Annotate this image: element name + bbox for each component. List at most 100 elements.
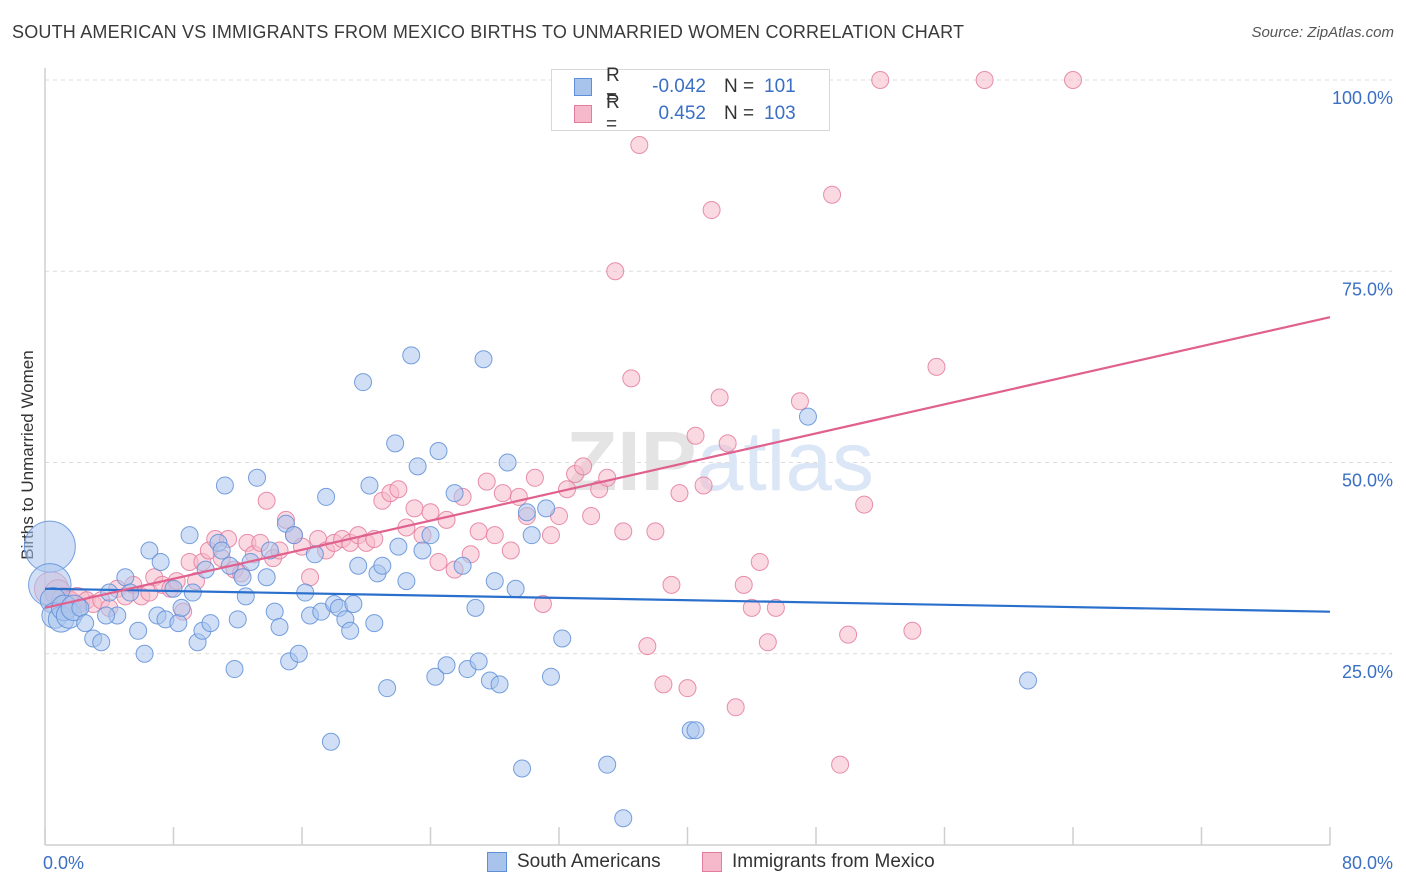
immigrants-from-mexico-point [477, 472, 496, 491]
axis-layer [44, 68, 1331, 846]
south-americans-point [686, 721, 705, 740]
bottom-legend-immigrants-from-mexico: Immigrants from Mexico [702, 851, 935, 873]
immigrants-from-mexico-point [501, 541, 520, 560]
south-americans-trend-line [44, 587, 1331, 613]
immigrants-from-mexico-point [686, 426, 705, 445]
legend-r-label: R = [606, 92, 620, 135]
immigrants-from-mexico-point [405, 499, 424, 518]
immigrants-from-mexico-point [726, 698, 745, 717]
immigrants-from-mexico-point [710, 388, 729, 407]
south-americans-point [212, 541, 231, 560]
south-americans-point [365, 614, 384, 633]
legend-swatch-south-americans [574, 78, 592, 96]
legend-row-south-americans: R = -0.042 N = 101 [574, 65, 796, 108]
south-americans-point [386, 434, 405, 453]
immigrants-from-mexico-point [975, 71, 994, 89]
south-americans-point [215, 476, 234, 495]
immigrants-from-mexico-point [582, 507, 601, 526]
immigrants-from-mexico-point [702, 201, 721, 220]
tick-label-layer: 25.0% 50.0% 75.0% 100.0% 0.0% 80.0% [43, 88, 1393, 873]
immigrants-from-mexico-point [718, 434, 737, 453]
south-americans-point [485, 572, 504, 591]
south-americans-point [169, 614, 188, 633]
south-americans-point [421, 526, 440, 545]
south-americans-point [129, 621, 148, 640]
immigrants-from-mexico-point [790, 392, 809, 411]
immigrants-from-mexico-point [614, 522, 633, 541]
south-americans-point [354, 373, 373, 392]
south-americans-point [389, 537, 408, 556]
south-americans-point [201, 614, 220, 633]
south-americans-point [614, 809, 633, 828]
south-americans-point [349, 556, 368, 575]
immigrants-from-mexico-point [750, 552, 769, 571]
immigrants-from-mexico-point [1064, 71, 1082, 89]
south-americans-point [233, 568, 252, 587]
legend-n-label: N = [724, 76, 755, 97]
immigrants-from-mexico-point [646, 522, 665, 541]
immigrants-from-mexico-point [533, 595, 552, 614]
south-americans-point [172, 598, 191, 617]
points-layer [23, 71, 1082, 828]
immigrants-from-mexico-point [389, 480, 408, 499]
south-americans-point [474, 350, 493, 369]
immigrants-from-mexico-point [622, 369, 641, 388]
south-americans-point [397, 572, 416, 591]
y-tick-label: 100.0% [1332, 88, 1393, 108]
immigrants-from-mexico-point [839, 625, 858, 644]
chart-title: SOUTH AMERICAN VS IMMIGRANTS FROM MEXICO… [12, 22, 965, 42]
immigrants-from-mexico-point [525, 468, 544, 487]
legend-r-label: R = [606, 65, 620, 108]
south-americans-point [92, 633, 111, 652]
south-americans-point [469, 652, 488, 671]
south-americans-point [270, 617, 289, 636]
south-americans-point [445, 484, 464, 503]
immigrants-from-mexico-point [734, 575, 753, 594]
immigrants-from-mexico-point [437, 510, 456, 529]
immigrants-from-mexico-point [485, 526, 504, 545]
south-americans-point [506, 579, 525, 598]
south-americans-point [260, 541, 279, 560]
grid-layer [45, 79, 1392, 655]
immigrants-from-mexico-point [654, 675, 673, 694]
south-americans-point [553, 629, 572, 648]
immigrants-from-mexico-point [766, 598, 785, 617]
x-tick-label: 80.0% [1342, 853, 1393, 873]
immigrants-from-mexico-point [742, 598, 761, 617]
south-americans-point [236, 587, 255, 606]
south-americans-point [76, 614, 95, 633]
south-americans-point [517, 503, 536, 522]
immigrants-from-mexico-point [493, 484, 512, 503]
south-americans-point [373, 556, 392, 575]
south-americans-point [164, 579, 183, 598]
immigrants-from-mexico-point [630, 136, 649, 155]
immigrants-from-mexico-point [903, 621, 922, 640]
south-americans-point [360, 476, 379, 495]
south-americans-point [151, 552, 170, 571]
south-americans-point [498, 453, 517, 472]
south-americans-point [466, 598, 485, 617]
immigrants-from-mexico-point [606, 262, 625, 281]
south-americans-point [598, 755, 617, 774]
y-tick-label: 50.0% [1342, 471, 1393, 491]
south-americans-point [321, 732, 340, 751]
south-americans-point [180, 526, 199, 545]
bottom-legend-label: South Americans [517, 851, 661, 872]
south-americans-point [140, 541, 159, 560]
south-americans-point [408, 457, 427, 476]
immigrants-from-mexico-point [574, 457, 593, 476]
immigrants-from-mexico-point [662, 575, 681, 594]
south-americans-point [228, 610, 247, 629]
watermark-atlas: atlas [697, 414, 874, 508]
south-americans-point [317, 487, 336, 506]
south-americans-point [116, 568, 135, 587]
immigrants-from-mexico-point [469, 522, 488, 541]
legend-row-immigrants-from-mexico: R = 0.452 N = 103 [574, 92, 796, 135]
legend-n-value: 103 [764, 103, 796, 124]
south-americans-point [402, 346, 421, 365]
south-americans-point [490, 675, 509, 694]
immigrants-from-mexico-point [638, 637, 657, 656]
south-americans-point [225, 660, 244, 679]
watermark: ZIPatlas [566, 414, 874, 508]
